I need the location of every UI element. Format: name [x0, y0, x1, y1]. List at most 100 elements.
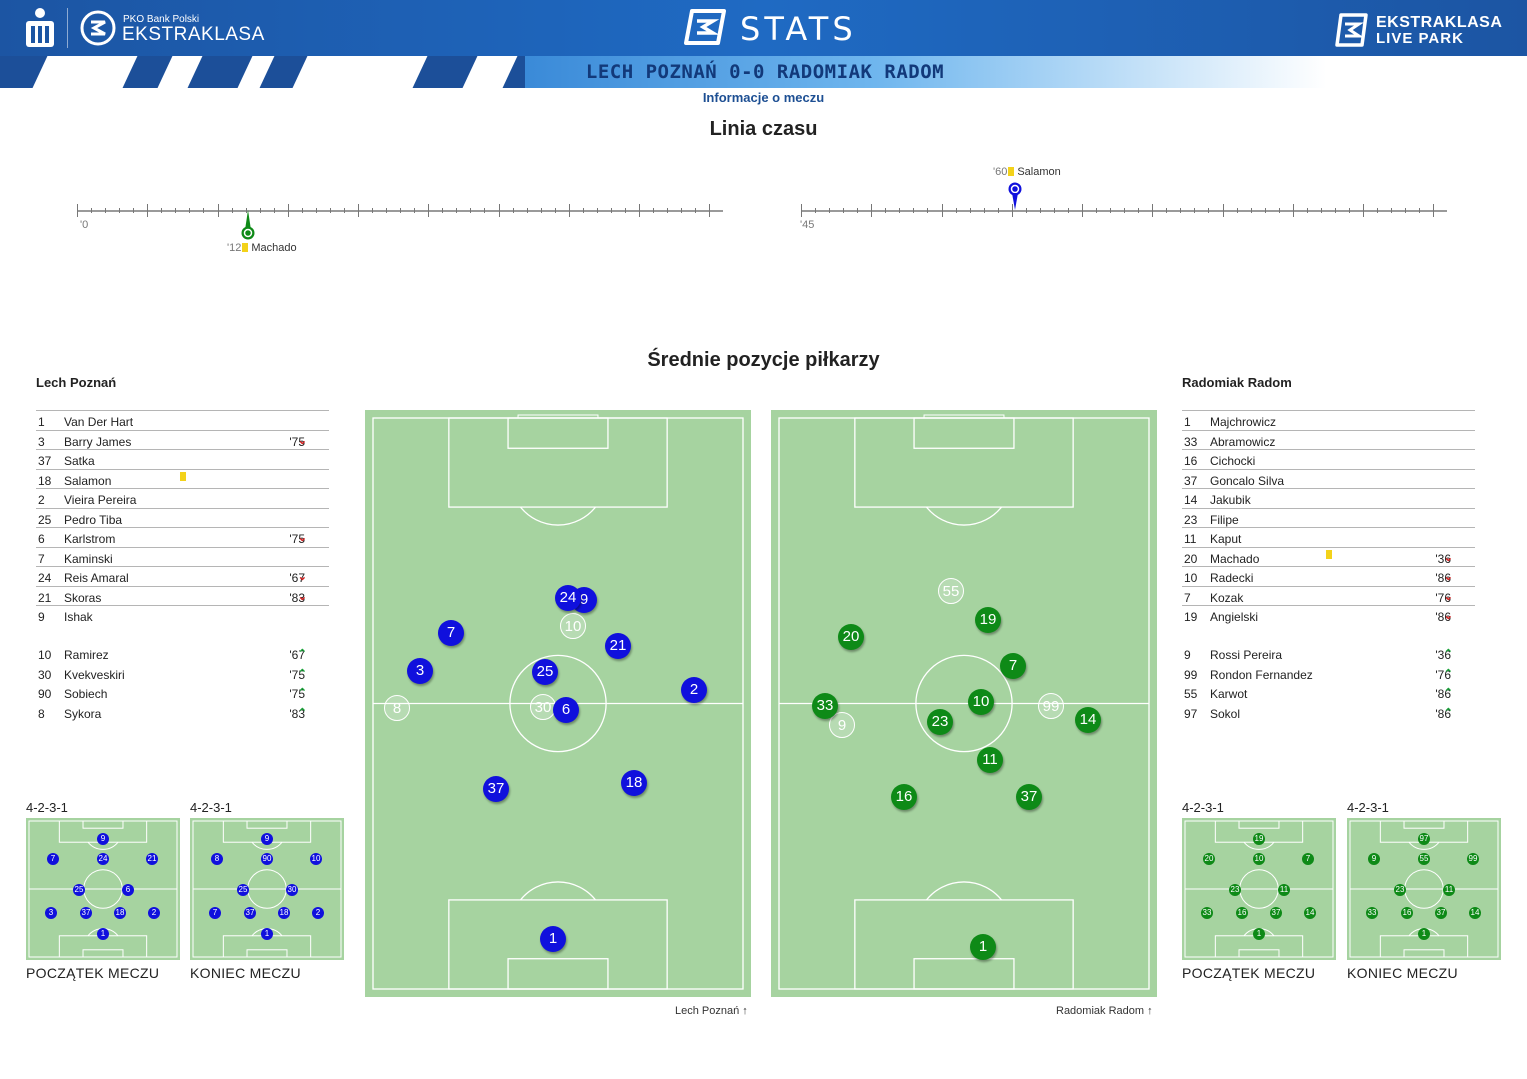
- player-position-marker[interactable]: 16: [1401, 907, 1413, 919]
- player-position-marker[interactable]: 24: [97, 853, 109, 865]
- player-position-marker[interactable]: 10: [1253, 853, 1265, 865]
- player-position-marker[interactable]: 7: [438, 620, 464, 646]
- timeline-event-marker[interactable]: [239, 210, 257, 242]
- player-row[interactable]: 90 Sobiech '75 ⌃: [36, 683, 329, 703]
- player-position-marker[interactable]: 37: [1016, 784, 1042, 810]
- player-position-marker[interactable]: 1: [261, 928, 273, 940]
- player-position-marker[interactable]: 8: [384, 695, 410, 721]
- player-row[interactable]: 3 Barry James '75 ⌄: [36, 429, 329, 450]
- player-row[interactable]: 11 Kaput: [1182, 527, 1475, 547]
- player-row[interactable]: 24 Reis Amaral '67 ⌄: [36, 566, 329, 586]
- player-position-marker[interactable]: 16: [891, 784, 917, 810]
- player-row[interactable]: 9 Ishak: [36, 605, 329, 625]
- player-position-marker[interactable]: 9: [261, 833, 273, 845]
- player-row[interactable]: 10 Radecki '86 ⌄: [1182, 566, 1475, 586]
- player-position-marker[interactable]: 14: [1075, 707, 1101, 733]
- player-position-marker[interactable]: 97: [1418, 833, 1430, 845]
- player-position-marker[interactable]: 11: [977, 747, 1003, 773]
- player-position-marker[interactable]: 11: [1443, 884, 1455, 896]
- player-position-marker[interactable]: 20: [838, 624, 864, 650]
- player-position-marker[interactable]: 30: [286, 884, 298, 896]
- player-position-marker[interactable]: 10: [968, 689, 994, 715]
- player-position-marker[interactable]: 37: [483, 776, 509, 802]
- player-row[interactable]: 18 Salamon: [36, 468, 329, 489]
- player-position-marker[interactable]: 55: [938, 578, 964, 604]
- player-row[interactable]: 30 Kvekveskiri '75 ⌃: [36, 664, 329, 684]
- player-position-marker[interactable]: 16: [1236, 907, 1248, 919]
- player-position-marker[interactable]: 7: [1000, 653, 1026, 679]
- player-row[interactable]: 99 Rondon Fernandez '76 ⌃: [1182, 664, 1475, 684]
- player-position-marker[interactable]: 1: [970, 934, 996, 960]
- player-row[interactable]: 1 Van Der Hart: [36, 410, 329, 430]
- player-position-marker[interactable]: 23: [1394, 884, 1406, 896]
- player-position-marker[interactable]: 33: [1366, 907, 1378, 919]
- timeline-event-marker[interactable]: [1006, 181, 1024, 211]
- player-position-marker[interactable]: 7: [47, 853, 59, 865]
- player-row[interactable]: 37 Satka: [36, 449, 329, 469]
- player-position-marker[interactable]: 9: [1368, 853, 1380, 865]
- match-info-link[interactable]: Informacje o meczu: [702, 90, 825, 105]
- player-position-marker[interactable]: 37: [244, 907, 256, 919]
- player-position-marker[interactable]: 8: [211, 853, 223, 865]
- player-row[interactable]: 8 Sykora '83 ⌃: [36, 703, 329, 723]
- player-position-marker[interactable]: 6: [122, 884, 134, 896]
- player-position-marker[interactable]: 21: [146, 853, 158, 865]
- player-row[interactable]: 37 Goncalo Silva: [1182, 468, 1475, 489]
- player-position-marker[interactable]: 21: [605, 633, 631, 659]
- player-row[interactable]: 6 Karlstrom '75 ⌄: [36, 527, 329, 547]
- player-row[interactable]: 20 Machado '36 ⌄: [1182, 546, 1475, 567]
- player-position-marker[interactable]: 2: [148, 907, 160, 919]
- player-row[interactable]: 21 Skoras '83 ⌄: [36, 585, 329, 606]
- player-position-marker[interactable]: 37: [1270, 907, 1282, 919]
- player-row[interactable]: 14 Jakubik: [1182, 488, 1475, 508]
- player-position-marker[interactable]: 99: [1038, 693, 1064, 719]
- player-position-marker[interactable]: 30: [530, 694, 556, 720]
- player-row[interactable]: 16 Cichocki: [1182, 449, 1475, 469]
- player-position-marker[interactable]: 99: [1467, 853, 1479, 865]
- player-row[interactable]: 23 Filipe: [1182, 507, 1475, 528]
- player-row[interactable]: 33 Abramowicz: [1182, 429, 1475, 450]
- player-position-marker[interactable]: 37: [1435, 907, 1447, 919]
- player-row[interactable]: 1 Majchrowicz: [1182, 410, 1475, 430]
- player-row[interactable]: 7 Kozak '76 ⌄: [1182, 585, 1475, 606]
- player-position-marker[interactable]: 7: [209, 907, 221, 919]
- player-position-marker[interactable]: 10: [310, 853, 322, 865]
- player-position-marker[interactable]: 2: [681, 677, 707, 703]
- player-row[interactable]: 19 Angielski '86 ⌄: [1182, 605, 1475, 625]
- player-position-marker[interactable]: 1: [1418, 928, 1430, 940]
- player-row[interactable]: 55 Karwot '86 ⌃: [1182, 683, 1475, 703]
- player-position-marker[interactable]: 20: [1203, 853, 1215, 865]
- player-position-marker[interactable]: 6: [553, 697, 579, 723]
- player-position-marker[interactable]: 90: [261, 853, 273, 865]
- player-row[interactable]: 7 Kaminski: [36, 546, 329, 567]
- player-position-marker[interactable]: 25: [237, 884, 249, 896]
- player-position-marker[interactable]: 18: [621, 770, 647, 796]
- player-position-marker[interactable]: 55: [1418, 853, 1430, 865]
- player-position-marker[interactable]: 24: [555, 585, 581, 611]
- player-position-marker[interactable]: 9: [97, 833, 109, 845]
- player-row[interactable]: 2 Vieira Pereira: [36, 488, 329, 508]
- player-position-marker[interactable]: 2: [312, 907, 324, 919]
- player-position-marker[interactable]: 1: [97, 928, 109, 940]
- player-position-marker[interactable]: 14: [1304, 907, 1316, 919]
- player-position-marker[interactable]: 33: [1201, 907, 1213, 919]
- player-position-marker[interactable]: 19: [1253, 833, 1265, 845]
- player-row[interactable]: 10 Ramirez '67 ⌃: [36, 644, 329, 664]
- player-position-marker[interactable]: 37: [80, 907, 92, 919]
- player-position-marker[interactable]: 25: [73, 884, 85, 896]
- player-position-marker[interactable]: 14: [1469, 907, 1481, 919]
- player-row[interactable]: 9 Rossi Pereira '36 ⌃: [1182, 644, 1475, 664]
- player-row[interactable]: 25 Pedro Tiba: [36, 507, 329, 528]
- player-position-marker[interactable]: 1: [1253, 928, 1265, 940]
- player-row[interactable]: 97 Sokol '86 ⌃: [1182, 703, 1475, 723]
- player-position-marker[interactable]: 10: [560, 613, 586, 639]
- player-position-marker[interactable]: 1: [540, 926, 566, 952]
- player-position-marker[interactable]: 9: [829, 712, 855, 738]
- player-position-marker[interactable]: 23: [1229, 884, 1241, 896]
- player-position-marker[interactable]: 18: [278, 907, 290, 919]
- player-position-marker[interactable]: 33: [812, 693, 838, 719]
- player-position-marker[interactable]: 3: [407, 658, 433, 684]
- player-position-marker[interactable]: 11: [1278, 884, 1290, 896]
- player-position-marker[interactable]: 19: [975, 607, 1001, 633]
- player-position-marker[interactable]: 25: [532, 659, 558, 685]
